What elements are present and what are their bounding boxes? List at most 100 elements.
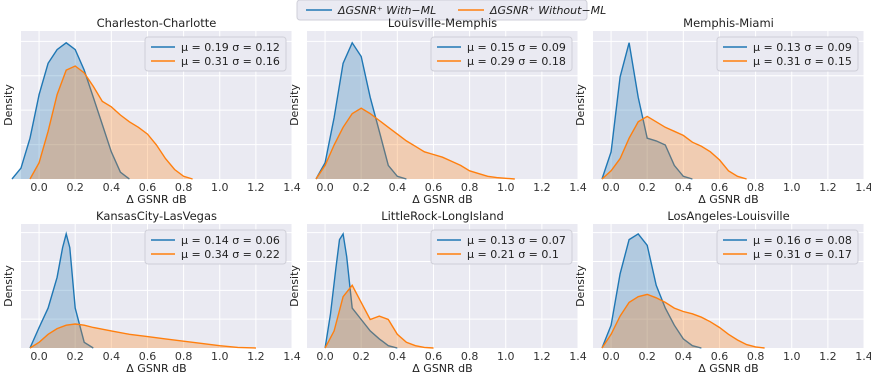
x-tick-label: 0.0: [30, 181, 48, 194]
density-line: [601, 115, 747, 180]
x-tick-label: 0.0: [316, 350, 334, 363]
y-axis-label: Density: [288, 265, 301, 307]
density-area: [12, 42, 130, 179]
density-panel: 0.0 0.2 0.4 0.6 0.8 1.0 1.2 1.4 LosAngeles-Louis…: [574, 209, 871, 375]
y-axis-label: Density: [2, 265, 15, 307]
panel-legend: μ = 0.13 σ = 0.07μ = 0.21 σ = 0.1: [430, 229, 573, 265]
x-tick-label: 0.6: [139, 350, 157, 363]
x-tick-label: 0.2: [352, 181, 370, 194]
panel-title: Memphis-Miami: [683, 16, 774, 30]
density-line: [29, 323, 256, 349]
x-tick-label: 0.2: [638, 181, 656, 194]
panel-legend-label: μ = 0.31 σ = 0.15: [753, 55, 852, 68]
panel-legend-label: μ = 0.29 σ = 0.18: [467, 55, 566, 68]
panel-legend-label: μ = 0.31 σ = 0.16: [181, 55, 280, 68]
density-line: [324, 231, 398, 349]
panel-legend-label: μ = 0.16 σ = 0.08: [753, 234, 852, 247]
panel-title: Louisville-Memphis: [388, 16, 497, 30]
y-axis-label: Density: [574, 84, 587, 126]
figure-legend-box: [296, 0, 588, 21]
density-area: [602, 42, 693, 179]
panel-legend-label: μ = 0.13 σ = 0.09: [753, 41, 852, 54]
x-tick-label: 0.8: [175, 181, 193, 194]
panel-legend-label: μ = 0.31 σ = 0.17: [753, 248, 852, 261]
x-tick-label: 0.4: [675, 181, 693, 194]
x-tick-label: 0.4: [675, 350, 693, 363]
density-area: [30, 324, 256, 348]
x-tick-label: 0.0: [602, 181, 620, 194]
panel-legend-label: μ = 0.34 σ = 0.22: [181, 248, 280, 261]
figure-legend-label: ΔGSNR⁺ Without−ML: [489, 4, 606, 17]
x-tick-label: 0.8: [461, 181, 479, 194]
x-tick-label: 1.2: [533, 181, 551, 194]
x-tick-label: 1.2: [247, 181, 265, 194]
x-tick-label: 1.4: [283, 350, 301, 363]
x-tick-label: 1.0: [783, 181, 801, 194]
panel-legend: μ = 0.14 σ = 0.06μ = 0.34 σ = 0.22: [144, 229, 287, 265]
panel-legend-box: [144, 229, 287, 265]
x-tick-label: 0.8: [461, 350, 479, 363]
density-line: [315, 107, 515, 180]
density-area: [316, 42, 407, 179]
density-area: [316, 108, 515, 179]
panel-title: KansasCity-LasVegas: [96, 209, 217, 223]
y-axis-label: Density: [2, 84, 15, 126]
panel-legend-label: μ = 0.13 σ = 0.07: [467, 234, 566, 247]
panel-legend: μ = 0.15 σ = 0.09μ = 0.29 σ = 0.18: [430, 36, 573, 72]
x-tick-label: 1.0: [783, 350, 801, 363]
density-panel: 0.0 0.2 0.4 0.6 0.8 1.0 1.2 1.4 Charleston-Charl…: [2, 16, 301, 206]
x-tick-label: 1.4: [569, 181, 587, 194]
density-line: [601, 42, 693, 180]
x-tick-label: 0.4: [103, 350, 121, 363]
figure-legend-label: ΔGSNR⁺ With−ML: [337, 4, 436, 17]
panel-legend-label: μ = 0.15 σ = 0.09: [467, 41, 566, 54]
x-axis-label: Δ GSNR dB: [126, 193, 186, 206]
density-line: [601, 232, 702, 349]
x-tick-label: 0.4: [389, 181, 407, 194]
panel-legend-label: μ = 0.14 σ = 0.06: [181, 234, 280, 247]
x-tick-label: 0.6: [711, 350, 729, 363]
x-tick-label: 0.2: [66, 350, 84, 363]
x-tick-label: 1.2: [819, 181, 837, 194]
x-tick-label: 1.4: [569, 350, 587, 363]
x-tick-label: 0.6: [425, 181, 443, 194]
x-tick-label: 1.0: [211, 181, 229, 194]
x-tick-label: 0.6: [139, 181, 157, 194]
x-tick-label: 0.8: [747, 350, 765, 363]
x-tick-label: 1.0: [497, 181, 515, 194]
density-area: [602, 233, 702, 348]
x-tick-label: 0.2: [352, 350, 370, 363]
x-tick-label: 1.2: [533, 350, 551, 363]
x-tick-label: 0.4: [389, 350, 407, 363]
x-axis-label: Δ GSNR dB: [698, 193, 758, 206]
density-area: [325, 233, 398, 348]
x-tick-label: 1.2: [819, 350, 837, 363]
x-tick-label: 0.0: [30, 350, 48, 363]
density-area: [602, 294, 765, 348]
panel-legend-box: [430, 36, 573, 72]
x-tick-label: 1.0: [497, 350, 515, 363]
x-tick-label: 0.0: [316, 181, 334, 194]
density-line: [315, 41, 407, 180]
y-axis-label: Density: [574, 265, 587, 307]
x-tick-label: 0.6: [425, 350, 443, 363]
density-line: [11, 41, 130, 180]
x-axis-label: Δ GSNR dB: [412, 193, 472, 206]
figure-legend: ΔGSNR⁺ With−ML ΔGSNR⁺ Without−ML: [296, 0, 606, 21]
x-tick-label: 0.8: [175, 350, 193, 363]
x-tick-label: 1.4: [855, 181, 871, 194]
x-tick-label: 1.4: [855, 350, 871, 363]
density-panel: 0.0 0.2 0.4 0.6 0.8 1.0 1.2 1.4 Louisville-Memph…: [288, 16, 587, 206]
x-tick-label: 1.0: [211, 350, 229, 363]
x-tick-label: 0.8: [747, 181, 765, 194]
panel-legend-box: [430, 229, 573, 265]
x-tick-label: 1.2: [247, 350, 265, 363]
x-tick-label: 0.4: [103, 181, 121, 194]
y-axis-label: Density: [288, 84, 301, 126]
x-tick-label: 0.2: [638, 350, 656, 363]
panel-legend: μ = 0.16 σ = 0.08μ = 0.31 σ = 0.17: [716, 229, 859, 265]
density-panel: 0.0 0.2 0.4 0.6 0.8 1.0 1.2 1.4 LittleRock-LongI…: [288, 209, 587, 375]
density-area: [30, 66, 193, 179]
density-line: [29, 65, 193, 180]
